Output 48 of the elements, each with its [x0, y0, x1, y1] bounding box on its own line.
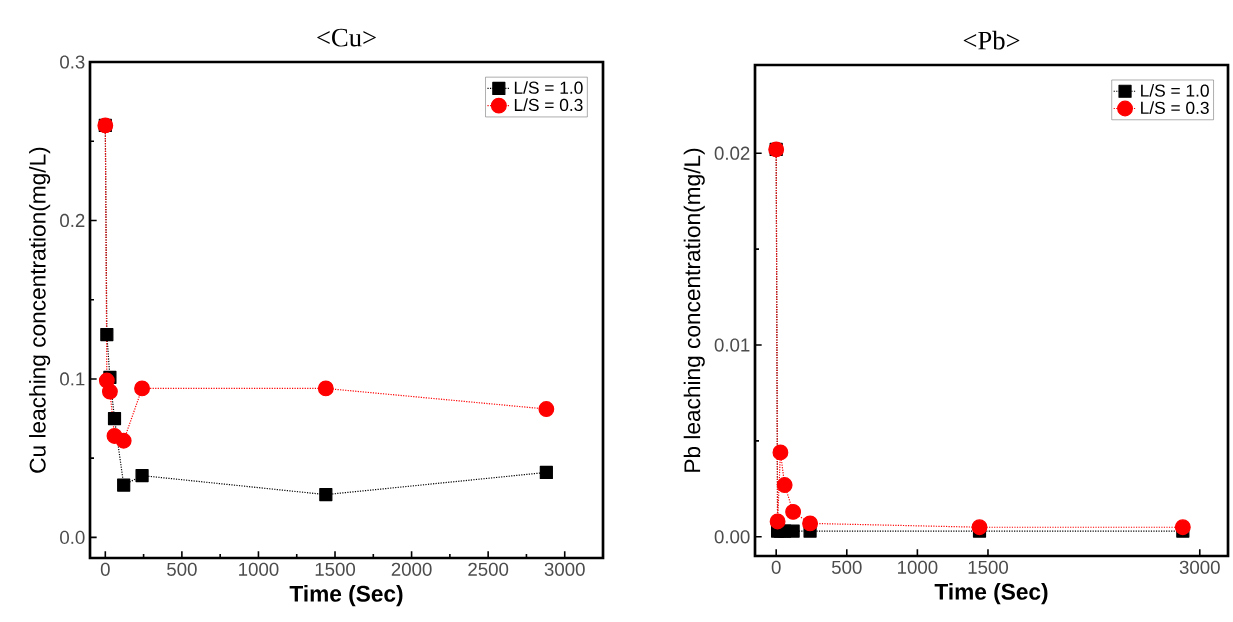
point [538, 401, 555, 417]
x-tick-label: 1000 [898, 560, 938, 574]
y-axis-title: Pb leaching concentration(mg/L) [683, 148, 705, 472]
x-axis-title: Time (Sec) [934, 583, 1048, 605]
y-tick-label: 0.2 [60, 213, 85, 228]
point [100, 327, 114, 342]
x-tick-label: 0 [100, 562, 110, 576]
x-tick-label: 1000 [239, 562, 279, 576]
point [134, 380, 150, 397]
y-tick-label: 0.02 [714, 146, 750, 160]
y-tick-label: 0.0 [60, 530, 85, 545]
chart-title: <Cu> [317, 28, 376, 47]
point [785, 503, 802, 520]
x-tick-label: 2000 [391, 562, 432, 576]
x-tick-label: 0 [771, 560, 781, 574]
point [772, 444, 789, 461]
x-tick-label: 1500 [968, 560, 1009, 574]
legend-label: L/S = 0.3 [514, 98, 583, 112]
legend-label: L/S = 1.0 [1141, 83, 1209, 97]
y-tick-label: 0.01 [714, 338, 750, 352]
point [802, 515, 818, 532]
x-tick-label: 3000 [544, 562, 585, 576]
point [971, 519, 988, 536]
x-tick-label: 2500 [468, 562, 509, 576]
x-tick-label: 500 [831, 560, 862, 574]
point [786, 524, 800, 538]
x-tick-label: 1500 [315, 562, 356, 576]
x-tick-label: 500 [167, 562, 197, 576]
legend-label: L/S = 1.0 [514, 81, 583, 94]
x-axis-title: Time (Sec) [289, 585, 403, 607]
legend-label: L/S = 0.3 [1141, 101, 1209, 114]
point [317, 380, 334, 397]
point [101, 383, 118, 400]
point [539, 465, 553, 480]
point [107, 411, 122, 426]
chart-title: <Pb> [963, 30, 1020, 50]
point [115, 432, 132, 449]
x-tick-label: 3000 [1179, 560, 1220, 574]
point [1174, 519, 1191, 536]
point [135, 469, 149, 483]
y-tick-label: 0.1 [60, 372, 85, 386]
y-tick-label: 0.00 [714, 530, 750, 544]
point [776, 477, 793, 493]
y-axis-title: Cu leaching concentration(mg/L) [29, 147, 51, 473]
point [117, 478, 131, 492]
point [769, 513, 786, 530]
point [319, 488, 333, 502]
y-tick-label: 0.3 [60, 55, 85, 69]
